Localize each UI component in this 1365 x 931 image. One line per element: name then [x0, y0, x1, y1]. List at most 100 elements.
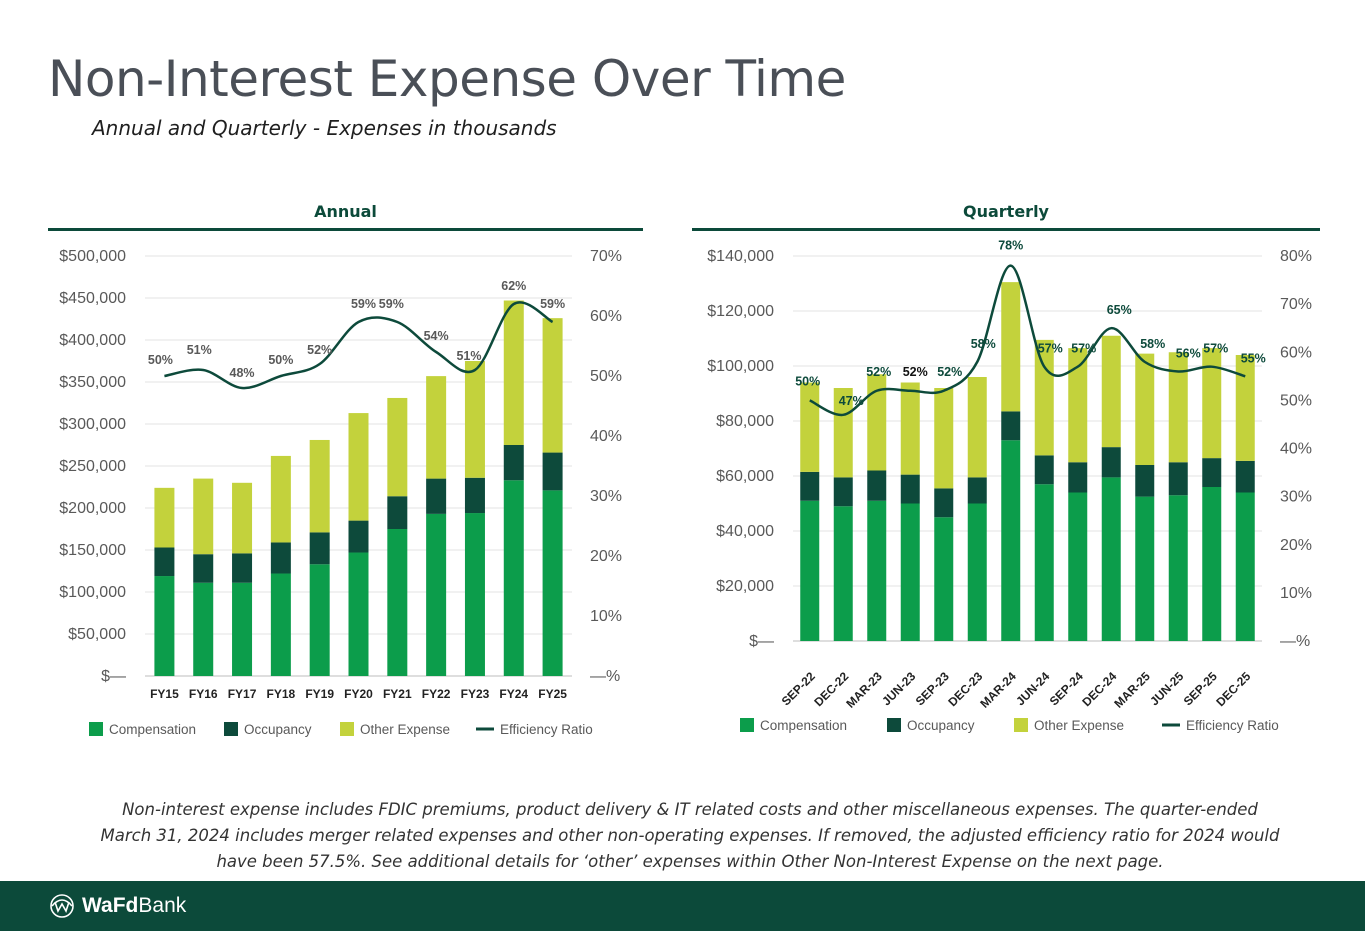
annual-x-tick-label: FY18: [267, 687, 296, 701]
quarterly-y-tick-label: $100,000: [707, 358, 774, 375]
wafd-logo: WaFdBank: [48, 892, 186, 920]
quarterly-data-label: 58%: [971, 337, 996, 351]
annual-y-tick-label: $300,000: [59, 416, 126, 433]
footer-bar: WaFdBank: [0, 881, 1365, 931]
quarterly-x-tick-label: SEP-24: [1047, 669, 1086, 708]
annual-bar-other-expense: [464, 361, 485, 478]
quarterly-y2-tick-label: 30%: [1280, 489, 1312, 506]
quarterly-data-label: 52%: [866, 365, 891, 379]
annual-y-tick-label: $250,000: [59, 458, 126, 475]
quarterly-bar-compensation: [800, 500, 820, 641]
annual-bar-other-expense: [309, 439, 330, 533]
annual-bar-occupancy: [309, 532, 330, 565]
quarterly-y-tick-label: $20,000: [716, 578, 774, 595]
annual-y-tick-label: $—: [101, 668, 126, 685]
annual-legend-item: Other Expense: [360, 722, 450, 737]
quarterly-x-tick-label: JUN-25: [1147, 669, 1186, 708]
page-subtitle: Annual and Quarterly - Expenses in thous…: [92, 116, 557, 140]
quarterly-bar-compensation: [867, 500, 887, 641]
quarterly-data-label: 65%: [1107, 303, 1132, 317]
quarterly-bar-other-expense: [934, 388, 954, 489]
annual-y-tick-label: $350,000: [59, 374, 126, 391]
quarterly-bar-occupancy: [867, 470, 887, 501]
quarterly-bar-compensation: [934, 517, 954, 641]
annual-x-tick-label: FY24: [499, 687, 528, 701]
quarterly-data-label: 78%: [998, 239, 1023, 253]
annual-efficiency-ratio-line: [164, 301, 554, 390]
quarterly-legend-swatch: [887, 718, 901, 732]
quarterly-x-tick-label: MAR-24: [977, 669, 1019, 711]
quarterly-bar-occupancy: [1168, 462, 1188, 496]
quarterly-x-tick-label: JUN-24: [1013, 669, 1052, 708]
quarterly-x-tick-label: MAR-23: [843, 669, 885, 711]
annual-y2-tick-label: —%: [590, 668, 620, 685]
annual-bar-compensation: [464, 513, 485, 676]
quarterly-bar-other-expense: [1135, 353, 1155, 465]
quarterly-y-tick-label: $—: [749, 633, 774, 650]
annual-bar-occupancy: [542, 452, 563, 491]
quarterly-bar-compensation: [1068, 492, 1088, 641]
quarterly-data-label: 57%: [1071, 342, 1096, 356]
annual-bar-occupancy: [387, 496, 408, 529]
quarterly-data-label: 47%: [839, 394, 864, 408]
annual-bar-occupancy: [426, 478, 447, 514]
quarterly-efficiency-ratio-line: [809, 264, 1246, 417]
quarterly-y-tick-label: $120,000: [707, 303, 774, 320]
quarterly-data-label: 58%: [1140, 337, 1165, 351]
annual-x-tick-label: FY25: [538, 687, 567, 701]
logo-wordmark: WaFdBank: [82, 894, 186, 918]
annual-bar-occupancy: [464, 477, 485, 514]
annual-x-tick-label: FY23: [461, 687, 490, 701]
quarterly-legend-swatch: [1014, 718, 1028, 732]
quarterly-x-tick-label: SEP-25: [1181, 669, 1220, 708]
quarterly-bar-other-expense: [867, 374, 887, 471]
quarterly-y2-tick-label: 70%: [1280, 296, 1312, 313]
quarterly-bar-occupancy: [1034, 455, 1054, 485]
annual-bar-occupancy: [348, 520, 369, 553]
quarterly-bar-occupancy: [1135, 465, 1155, 497]
quarterly-bar-compensation: [1101, 477, 1121, 641]
quarterly-y-tick-label: $80,000: [716, 413, 774, 430]
quarterly-x-tick-label: DEC-25: [1213, 669, 1253, 709]
quarterly-bar-other-expense: [1034, 339, 1054, 456]
annual-bar-other-expense: [193, 478, 214, 555]
quarterly-bar-other-expense: [1235, 355, 1255, 461]
annual-bar-compensation: [232, 582, 253, 676]
quarterly-bar-occupancy: [1001, 411, 1021, 441]
annual-data-label: 59%: [379, 297, 404, 311]
quarterly-bar-occupancy: [1235, 460, 1255, 493]
quarterly-bar-occupancy: [900, 474, 920, 504]
quarterly-data-label: 50%: [795, 374, 820, 388]
annual-bar-compensation: [193, 582, 214, 676]
quarterly-bar-compensation: [1235, 492, 1255, 641]
annual-bar-other-expense: [426, 376, 447, 479]
annual-data-label: 50%: [148, 353, 173, 367]
annual-y-tick-label: $450,000: [59, 290, 126, 307]
annual-bar-other-expense: [270, 455, 291, 543]
quarterly-y2-tick-label: 20%: [1280, 537, 1312, 554]
quarterly-data-label: 56%: [1176, 347, 1201, 361]
quarterly-bar-compensation: [1168, 495, 1188, 641]
annual-x-tick-label: FY16: [189, 687, 218, 701]
annual-title-rule: [48, 228, 643, 231]
quarterly-legend-item: Efficiency Ratio: [1186, 718, 1279, 733]
quarterly-chart-title: Quarterly: [963, 202, 1049, 221]
annual-bar-occupancy: [232, 553, 253, 583]
quarterly-legend-swatch: [740, 718, 754, 732]
annual-x-tick-label: FY20: [344, 687, 373, 701]
annual-x-tick-label: FY22: [422, 687, 451, 701]
annual-y2-tick-label: 50%: [590, 368, 622, 385]
quarterly-legend-item: Other Expense: [1034, 718, 1124, 733]
annual-data-label: 62%: [501, 279, 526, 293]
quarterly-bar-occupancy: [1101, 447, 1121, 478]
annual-data-label: 59%: [351, 297, 376, 311]
quarterly-bar-occupancy: [967, 477, 987, 504]
annual-y-tick-label: $100,000: [59, 584, 126, 601]
annual-y2-tick-label: 10%: [590, 608, 622, 625]
annual-x-tick-label: FY19: [305, 687, 334, 701]
annual-y2-tick-label: 60%: [590, 308, 622, 325]
quarterly-y-tick-label: $40,000: [716, 523, 774, 540]
annual-bar-occupancy: [270, 542, 291, 574]
quarterly-legend-item: Occupancy: [907, 718, 975, 733]
annual-bar-compensation: [503, 480, 524, 676]
